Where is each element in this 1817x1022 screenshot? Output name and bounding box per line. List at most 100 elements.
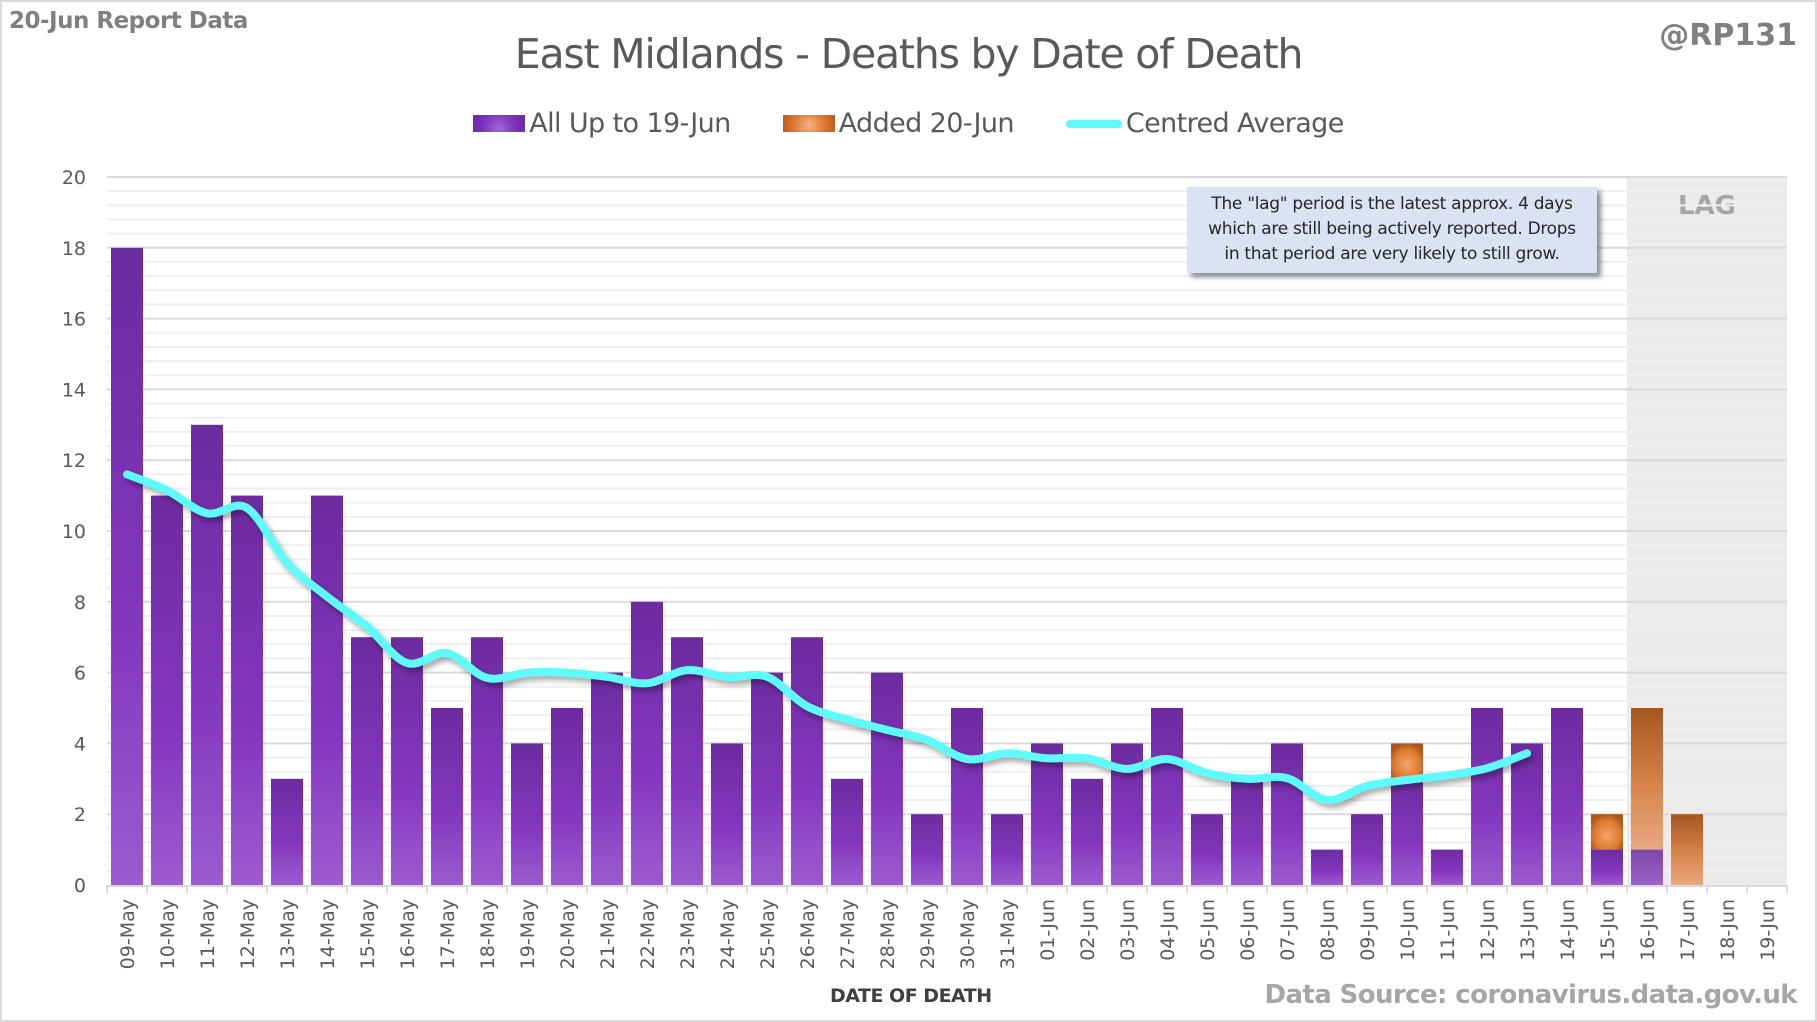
bar-all-up-to-04-Jun: [1151, 708, 1183, 885]
x-axis-title: DATE OF DEATH: [830, 985, 992, 1007]
x-tick-label: 22-May: [637, 899, 659, 969]
bar-all-up-to-14-Jun: [1551, 708, 1583, 885]
bar-all-up-to-16-May: [391, 637, 423, 885]
y-tick-label: 14: [62, 379, 86, 401]
x-tick-label: 13-Jun: [1517, 899, 1539, 961]
x-tick-label: 02-Jun: [1077, 899, 1099, 961]
x-tick-label: 04-Jun: [1157, 899, 1179, 961]
x-tick-label: 09-Jun: [1357, 899, 1379, 961]
bar-all-up-to-05-Jun: [1191, 814, 1223, 885]
x-tick-label: 05-Jun: [1197, 899, 1219, 961]
y-tick-label: 8: [74, 592, 86, 614]
x-tick-label: 03-Jun: [1117, 899, 1139, 961]
bar-added-16-Jun: [1631, 708, 1663, 850]
bar-all-up-to-10-Jun: [1391, 778, 1423, 885]
legend: All Up to 19-Jun Added 20-Jun Centred Av…: [0, 108, 1817, 139]
y-tick-label: 0: [74, 875, 86, 897]
x-tick-label: 29-May: [917, 899, 939, 969]
y-tick-label: 18: [62, 238, 86, 260]
y-tick-label: 10: [62, 521, 86, 543]
bar-all-up-to-09-May: [111, 247, 143, 886]
annotation-line-3: in that period are very likely to still …: [1224, 244, 1560, 264]
x-tick-label: 25-May: [757, 899, 779, 969]
x-tick-label: 13-May: [277, 899, 299, 969]
y-tick-label: 20: [62, 167, 86, 189]
legend-label-all-up-to: All Up to 19-Jun: [529, 108, 731, 139]
x-tick-label: 18-May: [477, 899, 499, 969]
x-tick-label: 12-Jun: [1477, 899, 1499, 961]
y-tick-label: 16: [62, 309, 86, 331]
x-tick-label: 16-Jun: [1637, 899, 1659, 961]
report-date-label: 20-Jun Report Data: [9, 8, 248, 34]
x-tick-label: 11-Jun: [1437, 899, 1459, 961]
x-tick-label: 17-Jun: [1677, 899, 1699, 961]
bar-all-up-to-19-May: [511, 743, 543, 885]
bar-added-17-Jun: [1671, 814, 1703, 885]
x-tick-label: 18-Jun: [1717, 899, 1739, 961]
bar-all-up-to-21-May: [591, 672, 623, 885]
bar-all-up-to-11-May: [191, 424, 223, 885]
bar-all-up-to-13-May: [271, 778, 303, 885]
x-tick-label: 14-Jun: [1557, 899, 1579, 961]
data-source: Data Source: coronavirus.data.gov.uk: [1264, 980, 1797, 1010]
bar-all-up-to-31-May: [991, 814, 1023, 885]
annotation-line-1: The "lag" period is the latest approx. 4…: [1211, 194, 1573, 214]
legend-label-centred-average: Centred Average: [1125, 108, 1344, 139]
bar-all-up-to-16-Jun: [1631, 849, 1663, 885]
x-tick-label: 11-May: [197, 899, 219, 969]
x-tick-label: 06-Jun: [1237, 899, 1259, 961]
x-tick-label: 26-May: [797, 899, 819, 969]
bar-all-up-to-17-May: [431, 708, 463, 885]
legend-label-added: Added 20-Jun: [838, 108, 1015, 139]
bar-all-up-to-14-May: [311, 495, 343, 885]
bar-all-up-to-25-May: [751, 672, 783, 885]
x-tick-label: 20-May: [557, 899, 579, 969]
bar-all-up-to-01-Jun: [1031, 743, 1063, 885]
bar-all-up-to-26-May: [791, 637, 823, 885]
bar-all-up-to-07-Jun: [1271, 743, 1303, 885]
x-tick-label: 21-May: [597, 899, 619, 969]
bar-all-up-to-12-Jun: [1471, 708, 1503, 885]
bar-all-up-to-10-May: [151, 495, 183, 885]
x-tick-label: 16-May: [397, 899, 419, 969]
bar-all-up-to-13-Jun: [1511, 743, 1543, 885]
x-tick-label: 10-May: [157, 899, 179, 969]
bar-added-15-Jun: [1591, 814, 1623, 850]
y-tick-label: 12: [62, 450, 86, 472]
author-handle: @RP131: [1659, 18, 1797, 53]
y-tick-label: 6: [74, 663, 86, 685]
bar-all-up-to-23-May: [671, 637, 703, 885]
y-tick-label: 4: [74, 733, 86, 755]
x-tick-label: 08-Jun: [1317, 899, 1339, 961]
legend-swatch-line: [1065, 119, 1122, 128]
chart-title: East Midlands - Deaths by Date of Death: [514, 30, 1304, 78]
x-tick-label: 28-May: [877, 899, 899, 969]
x-tick-label: 14-May: [317, 899, 339, 969]
x-tick-label: 17-May: [437, 899, 459, 969]
bar-all-up-to-30-May: [951, 708, 983, 885]
bar-all-up-to-24-May: [711, 743, 743, 885]
x-tick-label: 23-May: [677, 899, 699, 969]
bar-all-up-to-20-May: [551, 708, 583, 885]
x-tick-label: 15-Jun: [1597, 899, 1619, 961]
x-tick-label: 30-May: [957, 899, 979, 969]
annotation-line-2: which are still being actively reported.…: [1208, 219, 1576, 239]
x-tick-label: 01-Jun: [1037, 899, 1059, 961]
lag-annotation-box: The "lag" period is the latest approx. 4…: [1187, 187, 1597, 273]
x-tick-label: 12-May: [237, 899, 259, 969]
x-tick-label: 15-May: [357, 899, 379, 969]
bar-all-up-to-29-May: [911, 814, 943, 885]
bar-all-up-to-09-Jun: [1351, 814, 1383, 885]
bar-all-up-to-12-May: [231, 495, 263, 885]
x-tick-label: 19-May: [517, 899, 539, 969]
x-tick-label: 07-Jun: [1277, 899, 1299, 961]
bar-all-up-to-27-May: [831, 778, 863, 885]
bar-all-up-to-28-May: [871, 672, 903, 885]
bar-all-up-to-11-Jun: [1431, 849, 1463, 885]
bar-added-10-Jun: [1391, 743, 1423, 779]
centred-average-line: [123, 470, 1531, 805]
bar-all-up-to-08-Jun: [1311, 849, 1343, 885]
bar-all-up-to-02-Jun: [1071, 778, 1103, 885]
y-tick-label: 2: [74, 804, 86, 826]
